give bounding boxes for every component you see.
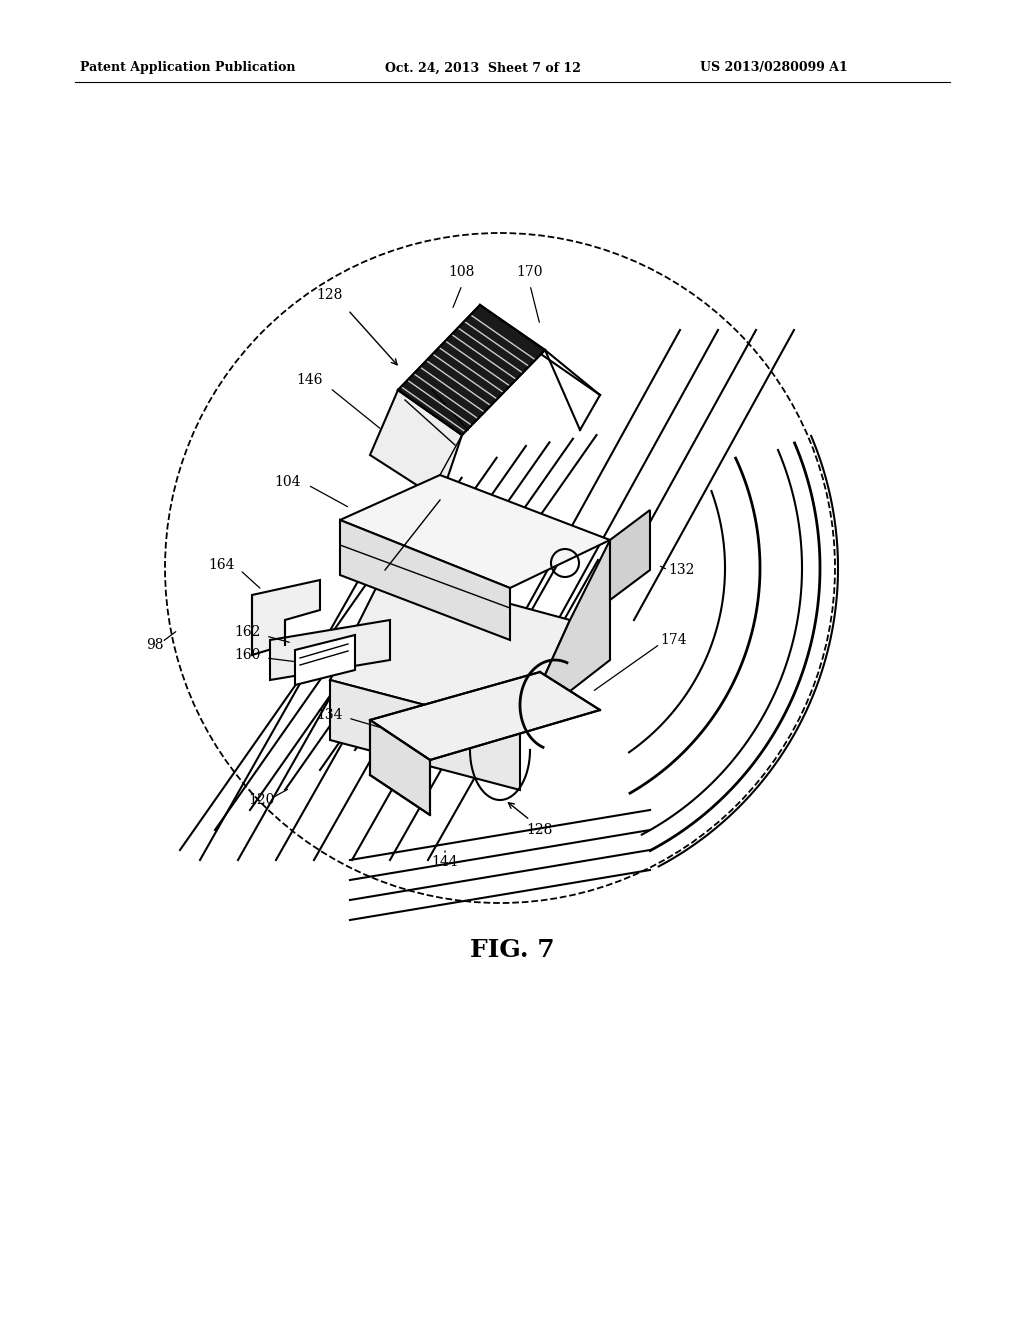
- Text: 98: 98: [146, 638, 164, 652]
- Text: 160: 160: [234, 648, 261, 663]
- Text: 108: 108: [449, 265, 475, 279]
- Text: 146: 146: [297, 374, 324, 387]
- Text: 170: 170: [517, 265, 544, 279]
- Polygon shape: [330, 570, 570, 730]
- Text: 128: 128: [526, 822, 553, 837]
- Polygon shape: [370, 719, 430, 814]
- Text: 134: 134: [316, 708, 343, 722]
- Polygon shape: [330, 680, 520, 789]
- Text: 162: 162: [234, 624, 261, 639]
- Polygon shape: [340, 475, 610, 587]
- Text: 104: 104: [274, 475, 301, 488]
- Text: Oct. 24, 2013  Sheet 7 of 12: Oct. 24, 2013 Sheet 7 of 12: [385, 62, 581, 74]
- Text: US 2013/0280099 A1: US 2013/0280099 A1: [700, 62, 848, 74]
- Polygon shape: [340, 520, 510, 640]
- Text: 164: 164: [209, 558, 236, 572]
- Polygon shape: [370, 672, 600, 760]
- Polygon shape: [270, 620, 390, 680]
- Polygon shape: [398, 305, 545, 436]
- Polygon shape: [520, 540, 610, 730]
- Text: Patent Application Publication: Patent Application Publication: [80, 62, 296, 74]
- Polygon shape: [610, 510, 650, 601]
- Text: 120: 120: [249, 793, 275, 807]
- Text: 128: 128: [316, 288, 343, 302]
- Polygon shape: [370, 389, 462, 500]
- Text: 132: 132: [668, 564, 694, 577]
- Text: 144: 144: [432, 855, 459, 869]
- Polygon shape: [252, 579, 319, 655]
- Text: 174: 174: [660, 634, 687, 647]
- Text: FIG. 7: FIG. 7: [470, 939, 554, 962]
- Polygon shape: [295, 635, 355, 685]
